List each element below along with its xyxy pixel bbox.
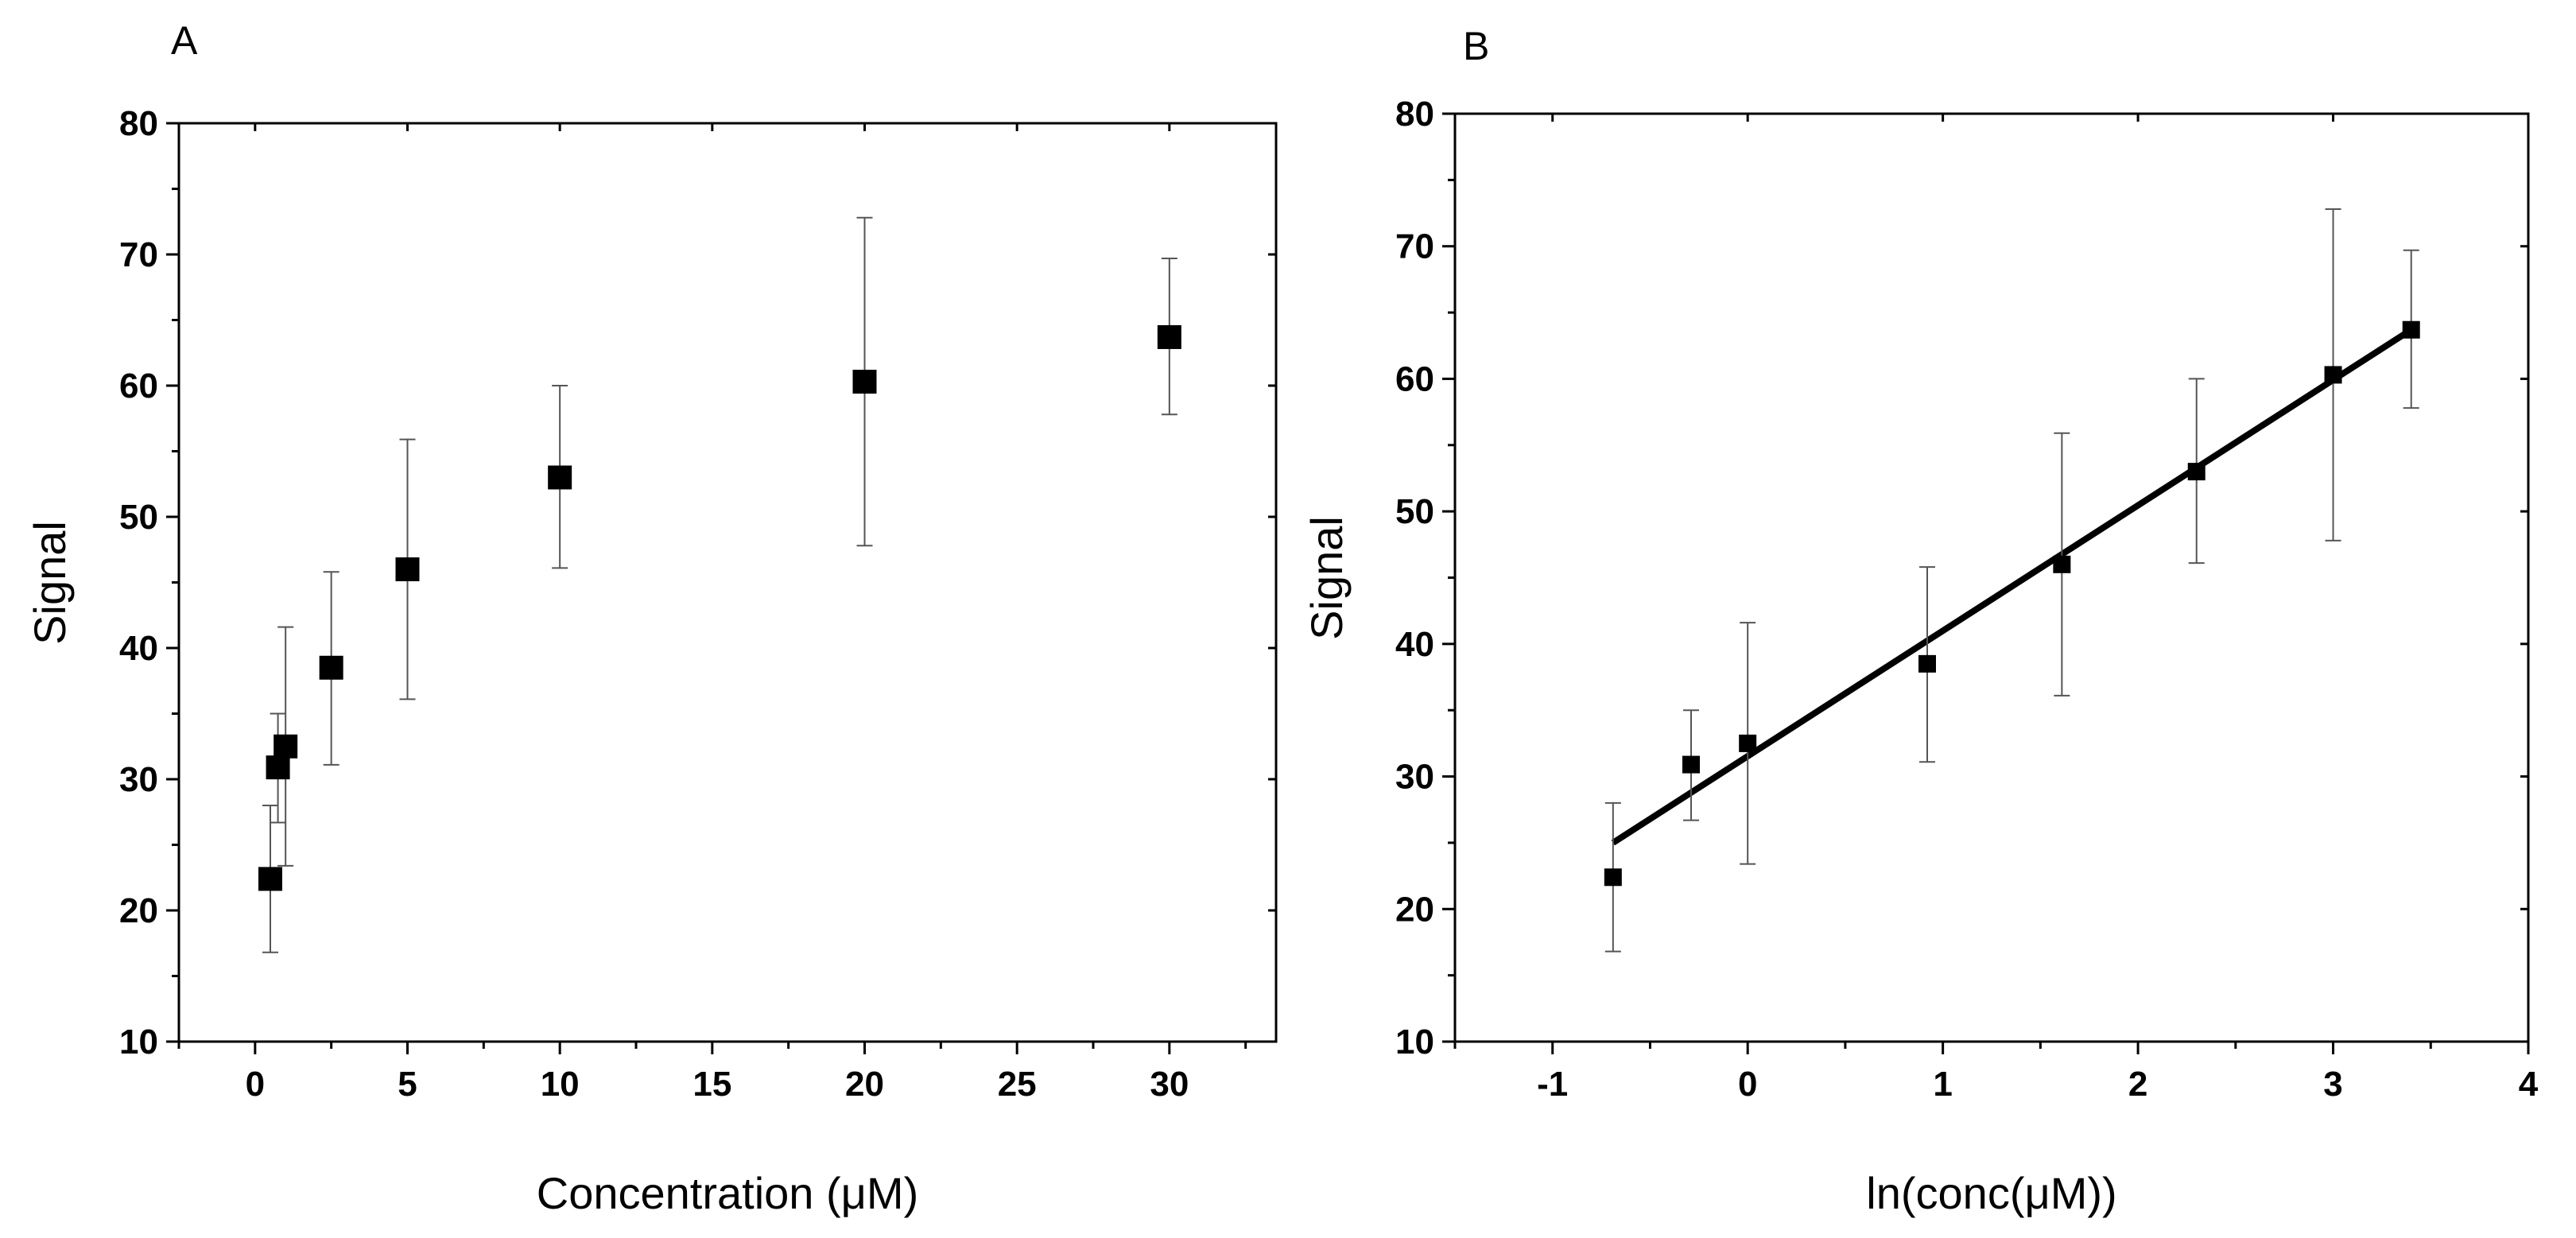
data-point <box>2053 555 2071 573</box>
y-tick-label: 50 <box>119 498 158 537</box>
x-axis-title-a: Concentration (μM) <box>537 1168 918 1218</box>
data-point <box>1604 868 1622 887</box>
x-tick-label: -1 <box>1537 1065 1568 1104</box>
y-tick-label: 60 <box>1395 359 1434 398</box>
y-axis-title-a: Signal <box>25 521 75 645</box>
y-tick-label: 40 <box>119 629 158 668</box>
panel-label-a: A <box>171 18 198 63</box>
data-point <box>1739 734 1757 752</box>
y-axis-title-b: Signal <box>1302 516 1352 640</box>
data-point <box>852 370 877 394</box>
x-tick-label: 15 <box>692 1065 731 1104</box>
x-tick-label: 2 <box>2128 1065 2147 1104</box>
data-point <box>319 655 343 680</box>
data-point <box>1918 654 1936 673</box>
x-tick-label: 25 <box>998 1065 1037 1104</box>
x-tick-label: 5 <box>398 1065 417 1104</box>
plot-frame-a <box>177 122 1278 1043</box>
y-tick-label: 60 <box>119 367 158 406</box>
data-point <box>395 557 420 581</box>
data-point <box>1157 324 1181 349</box>
data-point <box>1682 755 1700 774</box>
y-tick-label: 10 <box>1395 1023 1434 1061</box>
y-tick-label: 20 <box>1395 890 1434 929</box>
y-tick-label: 80 <box>1395 95 1434 134</box>
x-tick-label: 4 <box>2519 1065 2539 1104</box>
chart-panel-a: A 10 20 30 40 50 60 70 80 0 5 10 15 20 25 30 Concentra… <box>25 18 1278 1218</box>
y-tick-label: 10 <box>119 1023 158 1061</box>
data-point <box>274 734 298 759</box>
y-tick-label: 40 <box>1395 625 1434 664</box>
y-tick-label: 20 <box>119 891 158 930</box>
data-point <box>2187 463 2206 481</box>
data-point <box>2402 320 2420 339</box>
data-point <box>258 867 282 891</box>
fit-line <box>1611 327 2413 846</box>
panel-label-b: B <box>1463 24 1489 68</box>
x-tick-label: 20 <box>845 1065 884 1104</box>
y-tick-label: 70 <box>119 235 158 274</box>
y-tick-label: 70 <box>1395 227 1434 266</box>
x-tick-label: 10 <box>541 1065 580 1104</box>
data-point <box>548 465 572 490</box>
x-tick-label: 0 <box>246 1065 265 1104</box>
data-point <box>2324 366 2342 384</box>
data-point <box>266 755 290 780</box>
x-tick-label: 0 <box>1738 1065 1757 1104</box>
plot-frame-b <box>1453 112 2530 1043</box>
y-tick-label: 50 <box>1395 492 1434 531</box>
x-tick-label: 3 <box>2323 1065 2342 1104</box>
y-tick-label: 30 <box>1395 758 1434 797</box>
y-tick-label: 80 <box>119 104 158 143</box>
x-axis-title-b: ln(conc(μM)) <box>1866 1168 2116 1218</box>
chart-panel-b: B 10 20 30 40 50 60 70 80 -1 0 1 2 3 4 ln(conc(μM)) S… <box>1302 24 2539 1218</box>
x-tick-label: 1 <box>1933 1065 1952 1104</box>
x-tick-label: 30 <box>1150 1065 1189 1104</box>
y-tick-label: 30 <box>119 760 158 799</box>
